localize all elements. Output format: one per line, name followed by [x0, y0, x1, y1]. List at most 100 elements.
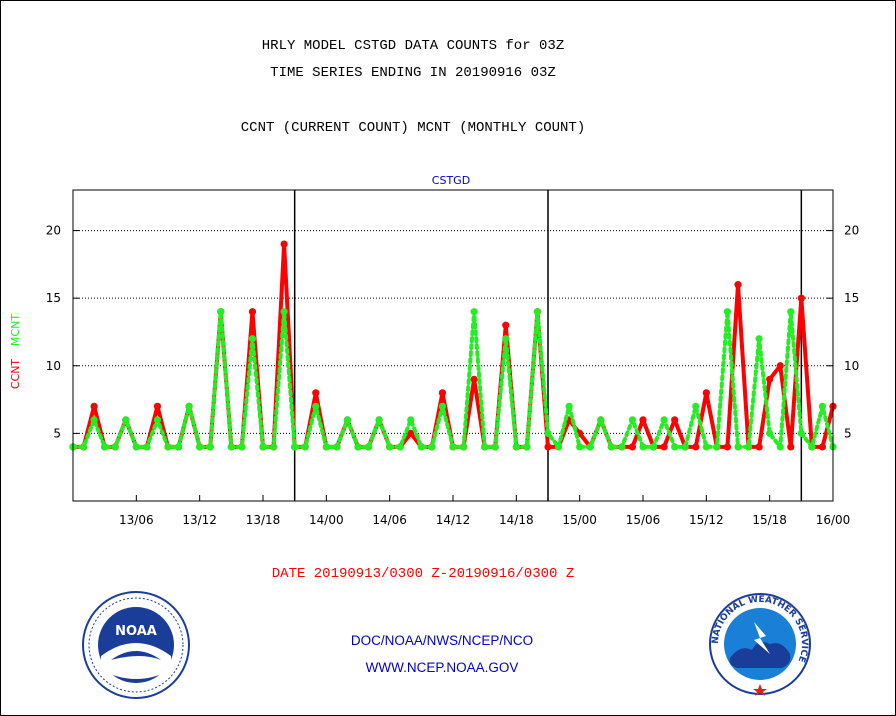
title-line-1: HRLY MODEL CSTGD DATA COUNTS for 03Z [261, 38, 565, 54]
point-mcnt-18 [259, 443, 267, 451]
xtick-label-4: 14/06 [372, 513, 407, 527]
point-mcnt-38 [470, 308, 478, 316]
point-mcnt-61 [713, 443, 721, 451]
point-mcnt-65 [755, 335, 763, 343]
point-mcnt-59 [692, 402, 700, 410]
point-mcnt-8 [153, 416, 162, 424]
point-ccnt-68 [787, 443, 795, 451]
point-ccnt-8 [153, 402, 162, 410]
point-mcnt-51 [607, 443, 615, 451]
point-ccnt-17 [248, 308, 257, 316]
y-axis-label: CCNT MCNT [9, 314, 22, 389]
series-layer [69, 240, 837, 451]
chart-title: CSTGD [432, 174, 470, 187]
point-mcnt-42 [512, 443, 520, 451]
point-ccnt-65 [755, 443, 763, 451]
point-ccnt-66 [766, 375, 774, 383]
point-mcnt-71 [818, 402, 827, 410]
point-mcnt-29 [375, 416, 383, 424]
point-mcnt-63 [734, 443, 742, 451]
point-ccnt-63 [734, 281, 742, 289]
xtick-label-10: 15/18 [752, 513, 787, 527]
point-ccnt-60 [702, 389, 710, 397]
point-mcnt-34 [428, 443, 436, 451]
point-mcnt-43 [523, 443, 531, 451]
xtick-label-1: 13/12 [182, 513, 217, 527]
point-mcnt-50 [597, 416, 605, 424]
ytick-left-5: 5 [53, 426, 61, 440]
point-mcnt-62 [723, 308, 732, 316]
point-ccnt-67 [776, 362, 784, 370]
noaa-logo: NOAA [82, 591, 190, 699]
point-mcnt-32 [407, 416, 415, 424]
point-mcnt-14 [217, 308, 225, 316]
ytick-right-10: 10 [844, 359, 859, 373]
point-mcnt-35 [438, 402, 447, 410]
noaa-logo-text: NOAA [115, 624, 157, 639]
ytick-left-20: 20 [46, 224, 61, 238]
xtick-label-0: 13/06 [119, 513, 154, 527]
point-ccnt-56 [660, 443, 668, 451]
point-mcnt-70 [808, 443, 816, 451]
point-mcnt-36 [449, 443, 457, 451]
point-ccnt-45 [544, 443, 552, 451]
point-mcnt-44 [533, 308, 542, 316]
point-ccnt-54 [639, 416, 647, 424]
point-mcnt-64 [744, 443, 753, 451]
x-ticks: 13/06 13/12 13/18 14/00 14/06 14/12 14/18 15/00… [119, 495, 850, 527]
point-mcnt-9 [164, 443, 172, 451]
point-mcnt-25 [333, 443, 341, 451]
grid-layer [73, 230, 833, 434]
point-ccnt-32 [407, 429, 415, 437]
xtick-label-3: 14/00 [309, 513, 344, 527]
point-mcnt-13 [206, 443, 214, 451]
point-mcnt-67 [776, 443, 784, 451]
point-ccnt-59 [692, 443, 700, 451]
title-line-2: TIME SERIES ENDING IN 20190916 03Z [270, 65, 556, 81]
point-mcnt-1 [79, 443, 88, 451]
point-mcnt-33 [417, 443, 425, 451]
nws-logo: NATIONAL WEATHER SERVICE [709, 593, 811, 696]
point-ccnt-41 [502, 321, 510, 329]
chart-subtitle: CCNT (CURRENT COUNT) MCNT (MONTHLY COUNT… [240, 120, 586, 136]
point-mcnt-53 [628, 416, 637, 424]
point-mcnt-30 [386, 443, 394, 451]
point-mcnt-49 [586, 443, 594, 451]
point-mcnt-6 [132, 443, 140, 451]
point-mcnt-19 [269, 443, 278, 451]
point-mcnt-5 [122, 416, 130, 424]
point-mcnt-26 [343, 416, 352, 424]
ytick-right-20: 20 [844, 224, 859, 238]
point-mcnt-31 [396, 443, 404, 451]
point-mcnt-2 [90, 416, 98, 424]
point-mcnt-55 [649, 443, 658, 451]
plot-area [72, 189, 834, 502]
point-mcnt-40 [491, 443, 499, 451]
point-mcnt-3 [101, 443, 109, 451]
website-link[interactable]: WWW.NCEP.NOAA.GOV [365, 660, 519, 675]
point-ccnt-57 [671, 416, 679, 424]
point-mcnt-20 [280, 308, 288, 316]
point-ccnt-69 [797, 294, 805, 302]
point-mcnt-28 [364, 443, 373, 451]
point-ccnt-38 [470, 375, 478, 383]
point-mcnt-11 [185, 402, 193, 410]
point-mcnt-16 [238, 443, 246, 451]
point-ccnt-35 [438, 389, 447, 397]
xtick-label-6: 14/18 [499, 513, 534, 527]
point-ccnt-71 [818, 443, 827, 451]
y-ticks: 5 5 10 10 15 15 20 20 [46, 224, 860, 441]
point-ccnt-20 [280, 240, 288, 248]
org-line: DOC/NOAA/NWS/NCEP/NCO [350, 633, 534, 648]
point-mcnt-22 [301, 443, 309, 451]
point-mcnt-52 [618, 443, 626, 451]
xtick-label-9: 15/12 [689, 513, 724, 527]
point-mcnt-27 [354, 443, 362, 451]
series-mcnt [69, 308, 837, 451]
point-mcnt-47 [565, 402, 573, 410]
point-mcnt-54 [639, 443, 647, 451]
point-ccnt-2 [90, 402, 98, 410]
point-mcnt-10 [174, 443, 183, 451]
point-ccnt-23 [312, 389, 320, 397]
point-mcnt-17 [248, 335, 257, 343]
